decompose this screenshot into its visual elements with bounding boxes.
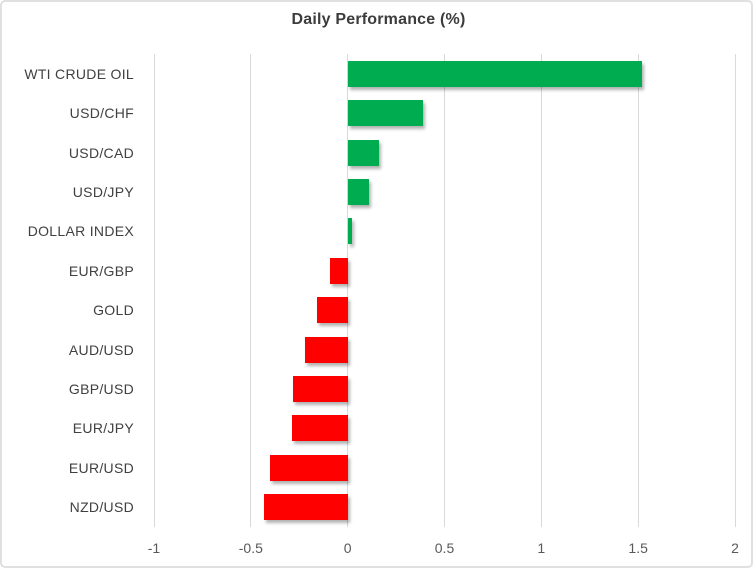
x-tick-label: 1.5 — [628, 540, 648, 556]
x-tick-label: 2 — [731, 540, 739, 556]
category-label-wti-crude-oil: WTI CRUDE OIL — [24, 65, 134, 82]
gridline — [347, 54, 349, 527]
bar-gbp-usd — [293, 376, 348, 403]
gridline — [444, 54, 445, 527]
category-label-eur-usd: EUR/USD — [68, 459, 134, 476]
category-label-usd-chf: USD/CHF — [69, 105, 134, 122]
category-label-usd-jpy: USD/JPY — [72, 183, 134, 200]
bar-nzd-usd — [264, 494, 348, 521]
plot-area — [153, 54, 736, 527]
category-label-nzd-usd: NZD/USD — [69, 499, 134, 516]
bar-usd-chf — [347, 100, 424, 127]
category-label-dollar-index: DOLLAR INDEX — [27, 223, 134, 240]
bar-dollar-index — [347, 218, 352, 245]
gridline — [250, 54, 252, 527]
bar-eur-gbp — [330, 257, 348, 284]
bar-gold — [316, 297, 348, 324]
x-tick-label: 1 — [537, 540, 546, 556]
x-tick-label: 0.5 — [434, 540, 455, 556]
x-tick-label: 0 — [343, 540, 352, 556]
x-tick-label: -1 — [147, 540, 161, 556]
x-tick-label: -0.5 — [238, 540, 263, 556]
bar-usd-cad — [347, 139, 379, 166]
category-label-eur-jpy: EUR/JPY — [72, 420, 134, 437]
category-label-usd-cad: USD/CAD — [68, 144, 134, 161]
bar-wti-crude-oil — [347, 60, 643, 87]
gridline — [637, 54, 639, 527]
bar-eur-jpy — [291, 415, 348, 442]
category-label-gbp-usd: GBP/USD — [68, 381, 134, 398]
category-label-aud-usd: AUD/USD — [68, 341, 134, 358]
bar-aud-usd — [305, 336, 348, 363]
category-label-gold: GOLD — [93, 302, 134, 319]
bar-eur-usd — [270, 454, 348, 481]
gridline — [734, 54, 736, 527]
gridline — [540, 54, 542, 527]
bar-usd-jpy — [347, 178, 369, 205]
chart-title: Daily Performance (%) — [291, 11, 466, 28]
gridline — [153, 54, 155, 527]
category-label-eur-gbp: EUR/GBP — [68, 262, 134, 279]
